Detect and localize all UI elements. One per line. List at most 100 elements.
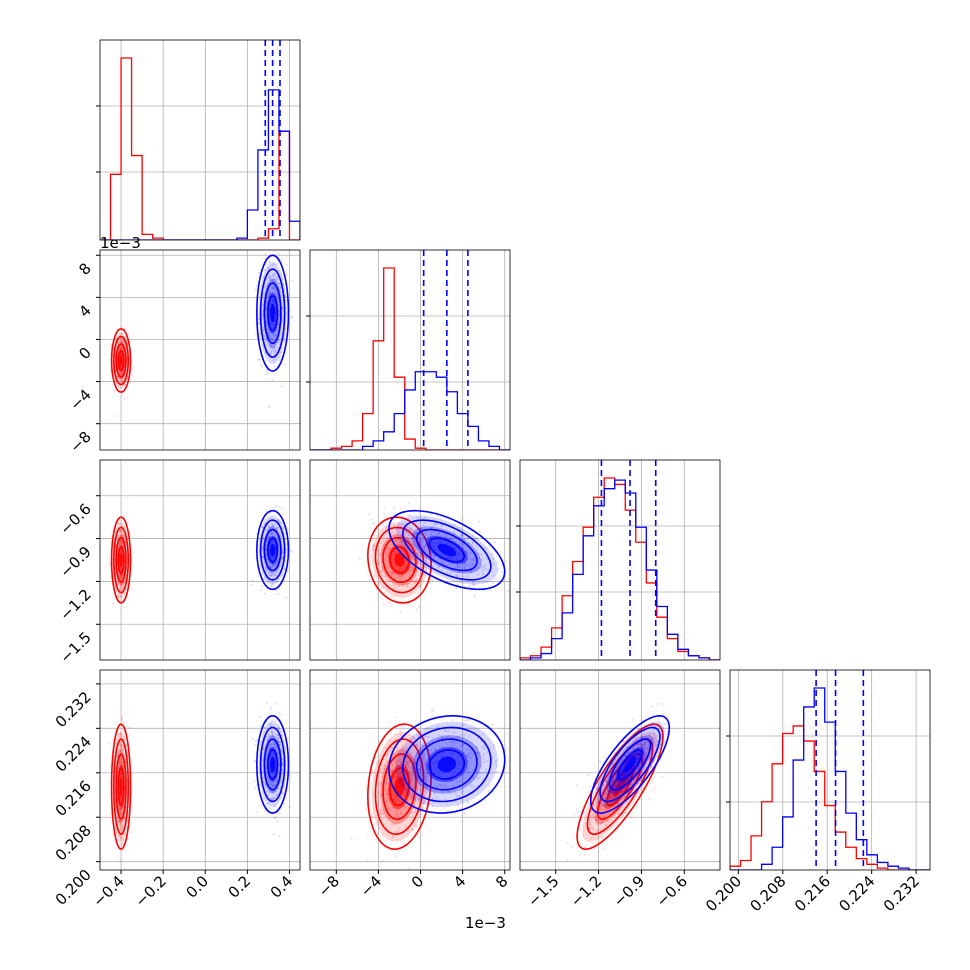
sample-point <box>420 583 423 586</box>
sample-point <box>270 574 273 577</box>
sample-point <box>261 313 264 316</box>
sample-point <box>441 562 444 565</box>
sample-point <box>477 566 480 569</box>
sample-point <box>420 773 423 777</box>
sample-point <box>613 813 616 816</box>
sample-point <box>416 748 419 751</box>
sample-point <box>269 743 273 746</box>
sample-point <box>283 337 286 340</box>
sample-point <box>408 539 411 542</box>
sample-point <box>119 577 122 581</box>
sample-point <box>429 526 433 529</box>
sample-point <box>484 546 487 550</box>
sample-point <box>425 560 428 564</box>
sample-point <box>390 571 393 574</box>
sample-point <box>653 788 656 791</box>
sample-point <box>267 802 270 805</box>
sample-point <box>414 762 417 765</box>
sample-point <box>646 748 649 751</box>
sample-point <box>121 762 125 765</box>
sample-point <box>492 563 495 566</box>
sample-point <box>487 561 491 564</box>
sample-point <box>118 807 121 810</box>
sample-point <box>618 784 621 787</box>
sample-point <box>657 726 660 730</box>
sample-point <box>274 357 277 360</box>
sample-point <box>264 577 267 580</box>
sample-point <box>268 735 271 738</box>
sample-point <box>119 828 123 831</box>
sample-point <box>275 292 278 295</box>
sample-point <box>119 529 122 532</box>
sample-point <box>594 838 597 841</box>
sample-point <box>386 788 389 791</box>
sample-point <box>423 772 426 775</box>
sample-point <box>396 715 399 719</box>
sample-point <box>383 557 386 560</box>
sample-point <box>433 557 436 560</box>
sample-point <box>455 741 458 744</box>
sample-point <box>405 536 409 539</box>
sample-point <box>266 724 269 727</box>
sample-point <box>469 784 473 787</box>
sample-point <box>281 761 284 764</box>
sample-point <box>501 564 504 567</box>
sample-point <box>402 842 406 846</box>
sample-point <box>279 785 282 788</box>
sample-point <box>269 574 273 577</box>
sample-point <box>274 272 277 276</box>
sample-point <box>440 783 443 786</box>
sample-point <box>602 804 605 807</box>
sample-point <box>394 575 397 579</box>
sample-point <box>467 801 471 804</box>
sample-point <box>434 748 437 751</box>
sample-point <box>399 540 402 544</box>
sample-point <box>119 823 123 826</box>
sample-point <box>384 553 388 556</box>
sample-point <box>271 378 274 382</box>
sample-point <box>440 524 443 527</box>
sample-point <box>410 780 414 783</box>
sample-point <box>381 812 384 815</box>
sample-point <box>404 530 407 533</box>
sample-point <box>283 363 286 366</box>
sample-point <box>663 741 666 744</box>
x-tick-label: −8 <box>315 872 343 900</box>
sample-point <box>269 352 272 355</box>
sample-point <box>611 780 614 783</box>
sample-point <box>600 821 603 824</box>
sample-point <box>424 788 427 791</box>
sample-point <box>371 538 374 541</box>
sample-point <box>622 757 625 760</box>
sample-point <box>489 589 492 592</box>
sample-point <box>115 831 118 834</box>
sample-point <box>591 814 594 817</box>
sample-point <box>411 566 414 570</box>
y-tick-label: 0.224 <box>52 732 95 775</box>
sample-point <box>401 583 404 586</box>
sample-point <box>277 740 280 744</box>
sample-point <box>261 328 265 331</box>
sample-point <box>261 751 264 754</box>
sample-point <box>473 786 476 789</box>
sample-point <box>382 808 385 812</box>
sample-point <box>445 535 449 538</box>
sample-point <box>591 827 594 830</box>
sample-point <box>458 734 461 737</box>
sample-point <box>263 522 266 525</box>
sample-point <box>407 866 410 870</box>
sample-point <box>121 377 125 380</box>
sample-point <box>414 809 417 813</box>
sample-point <box>381 570 384 574</box>
sample-point <box>280 573 284 576</box>
sample-point <box>415 568 418 571</box>
sample-point <box>117 732 121 736</box>
panel-frame <box>519 459 721 661</box>
sample-point <box>461 534 464 537</box>
sample-point <box>271 574 274 577</box>
sample-point <box>120 583 123 587</box>
sample-point <box>116 341 120 344</box>
sample-point <box>255 810 258 813</box>
sample-point <box>467 767 470 770</box>
sample-point <box>120 346 124 349</box>
